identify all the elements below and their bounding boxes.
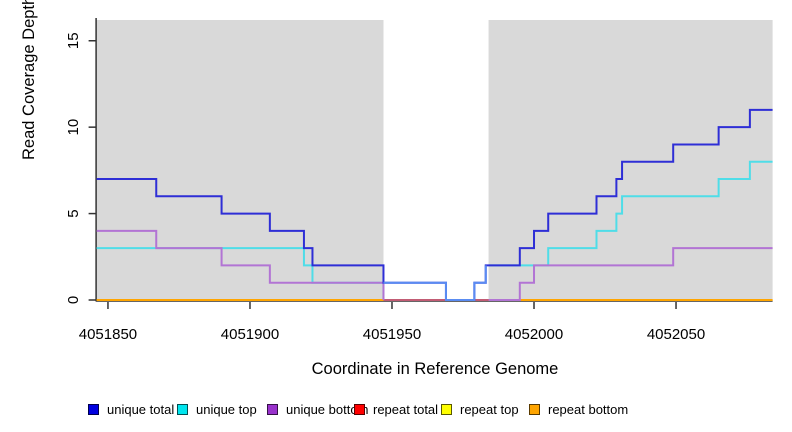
legend-swatch-unique-top	[177, 403, 188, 415]
y-tick-label: 0	[65, 296, 82, 304]
legend-label: repeat top	[460, 401, 519, 417]
series-line-unique-bottom	[488, 247, 773, 301]
x-axis-title: Coordinate in Reference Genome	[311, 360, 559, 378]
legend-item-repeat-bottom: repeat bottom	[529, 399, 628, 419]
legend-swatch-repeat-top	[441, 403, 452, 415]
series-line-unique-total-masked-part	[383, 265, 487, 301]
x-tick-label: 4051850	[79, 326, 137, 343]
legend-label: unique top	[196, 401, 257, 417]
y-tick-label: 15	[65, 32, 82, 49]
legend-item-unique-total: unique total	[88, 399, 174, 419]
legend-item-repeat-total: repeat total	[354, 399, 438, 419]
x-tick-label: 4052050	[647, 326, 705, 343]
legend-swatch-repeat-bottom	[529, 403, 540, 415]
legend-swatch-unique-bottom	[267, 403, 278, 415]
series-line-unique-top	[488, 160, 773, 267]
legend-item-unique-bottom: unique bottom	[267, 399, 368, 419]
legend-label: repeat total	[373, 401, 439, 417]
legend-label: unique total	[107, 401, 175, 417]
x-tick-label: 4051900	[221, 326, 279, 343]
y-tick-label: 5	[65, 209, 82, 217]
legend-label: repeat bottom	[548, 401, 629, 417]
legend-item-repeat-top: repeat top	[441, 399, 519, 419]
x-tick-label: 4052000	[505, 326, 563, 343]
masked-region	[383, 20, 489, 300]
legend-label: unique bottom	[286, 401, 369, 417]
y-tick-label: 10	[65, 119, 82, 136]
series-line-unique-total	[96, 108, 773, 301]
legend-swatch-repeat-total	[354, 403, 365, 415]
series-line-unique-bottom	[96, 229, 385, 300]
legend: unique total unique top unique bottom repea…	[0, 399, 792, 423]
legend-item-unique-top: unique top	[177, 399, 257, 419]
x-tick-label: 4051950	[363, 326, 421, 343]
legend-swatch-unique-total	[88, 403, 99, 415]
